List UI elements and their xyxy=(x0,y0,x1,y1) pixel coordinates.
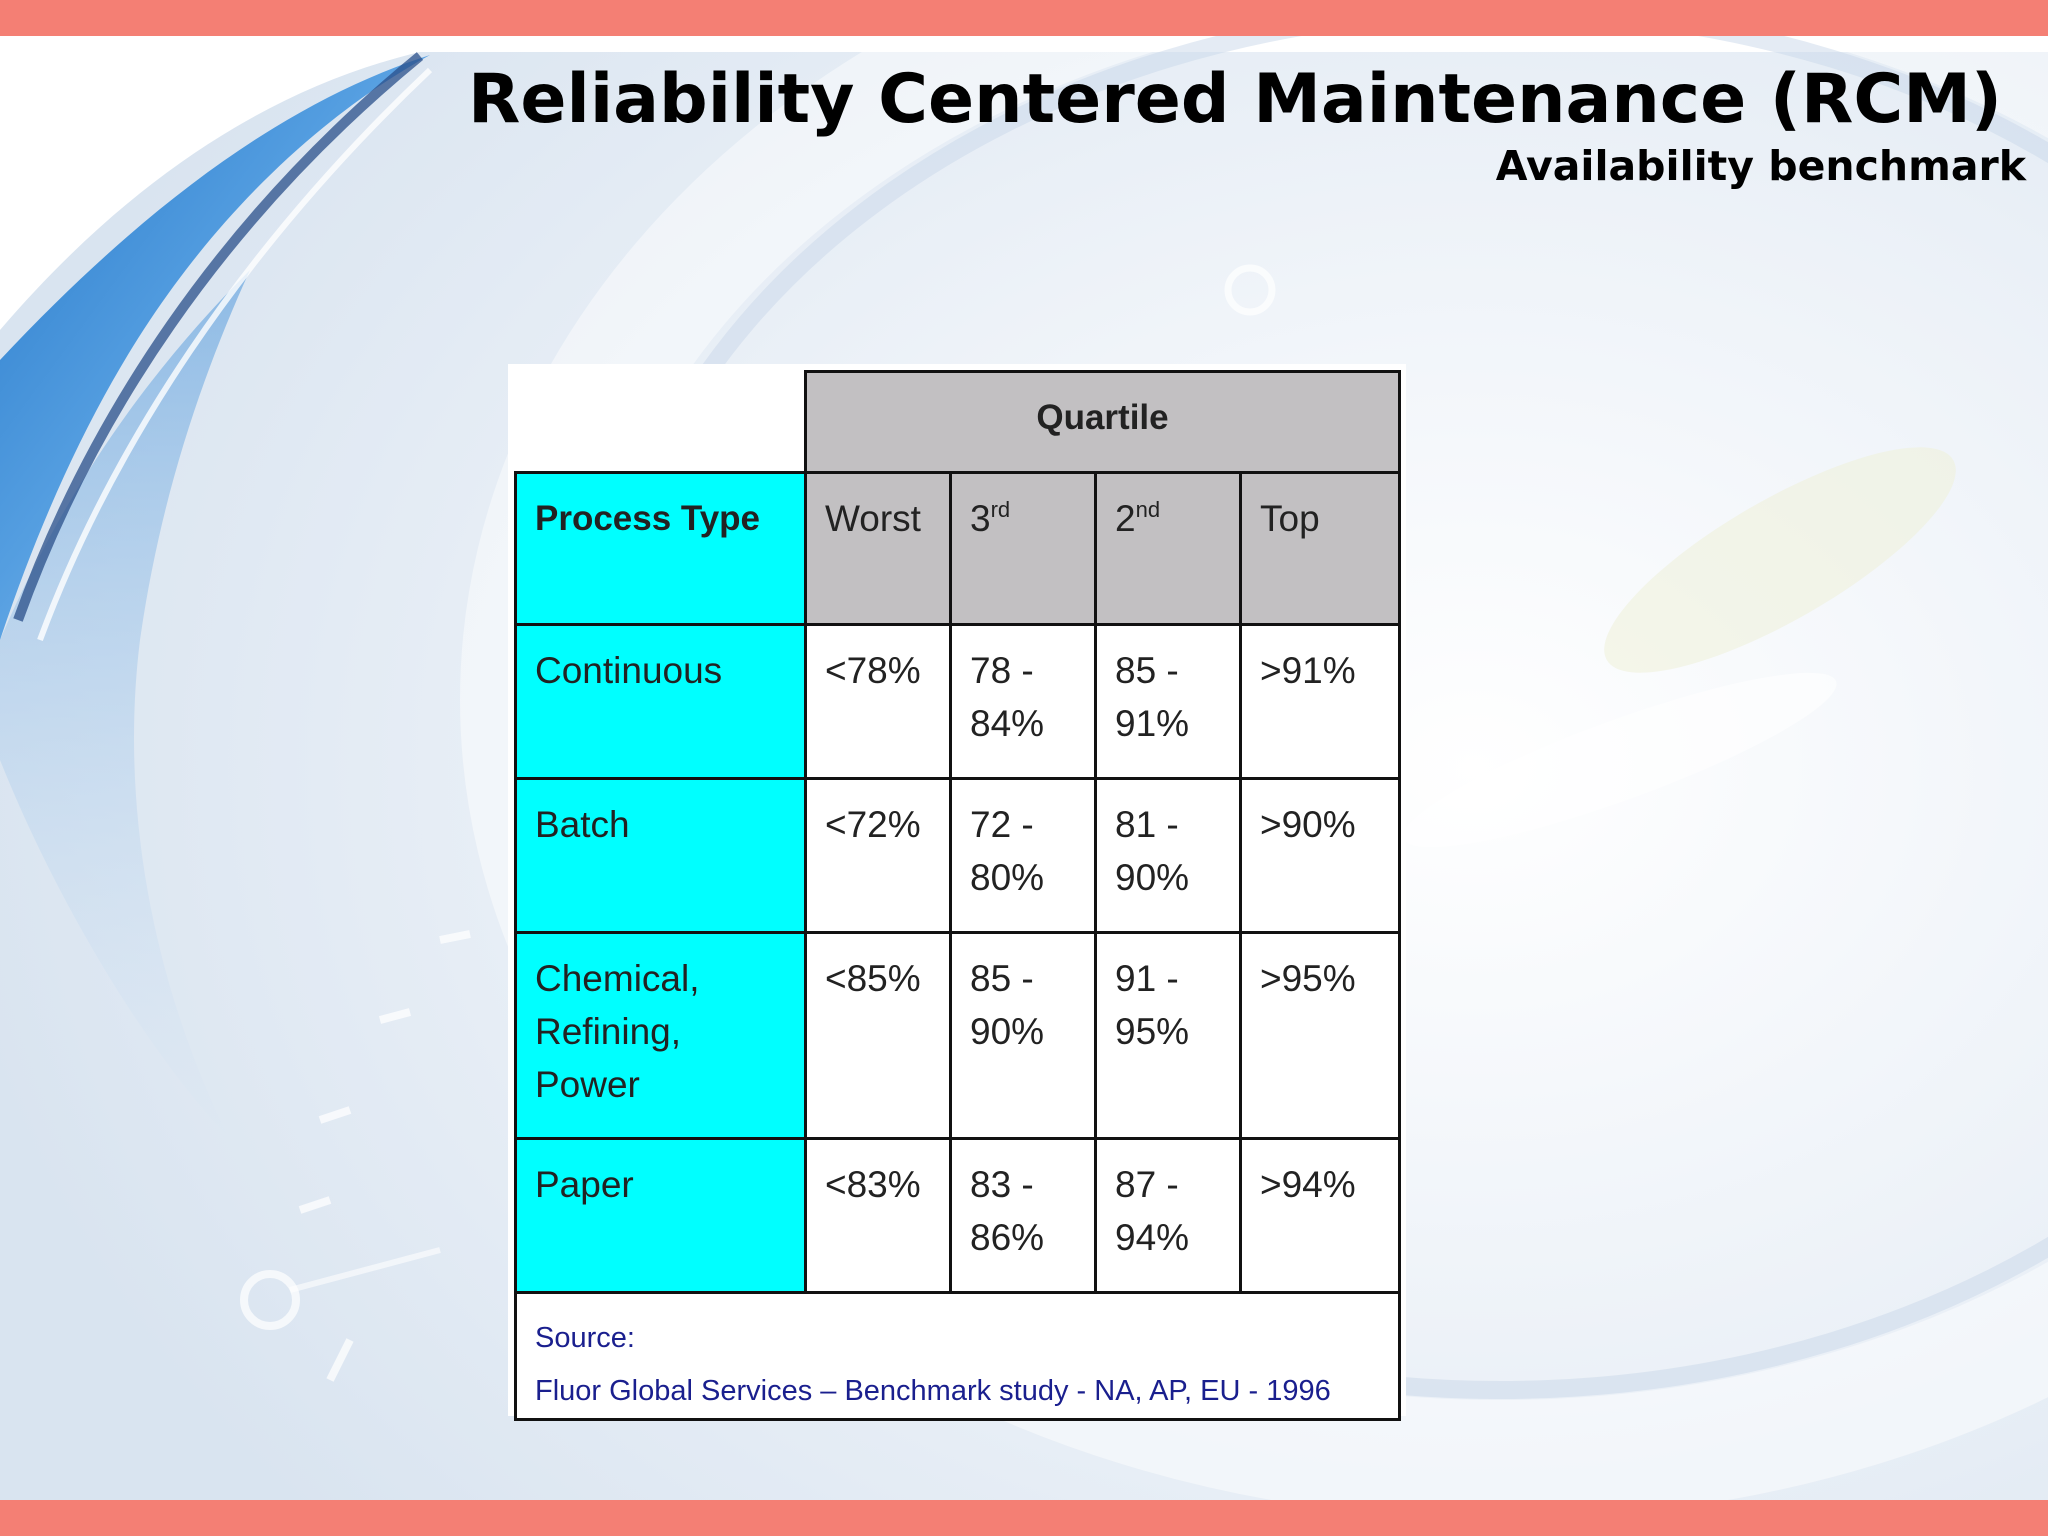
column-header-3rd-suffix: rd xyxy=(990,497,1011,522)
third-quartile-cell: 83 - 86% xyxy=(949,1137,1097,1294)
slide-subtitle: Availability benchmark xyxy=(1495,142,2026,190)
availability-benchmark-table: Quartile Process Type Worst 3rd 2nd Top … xyxy=(514,370,1401,1421)
table-corner-blank xyxy=(515,371,806,473)
column-header-top: Top xyxy=(1239,471,1401,626)
top-cell: >94% xyxy=(1239,1137,1401,1294)
column-header-3rd: 3rd xyxy=(949,471,1097,626)
second-quartile-cell: 85 - 91% xyxy=(1094,623,1242,780)
bottom-accent-bar xyxy=(0,1500,2048,1536)
process-type-cell: Chemical, Refining, Power xyxy=(514,931,807,1140)
table-source-row: Source: Fluor Global Services – Benchmar… xyxy=(514,1291,1401,1421)
table-group-header-row: Quartile xyxy=(515,370,1401,474)
top-cell: >91% xyxy=(1239,623,1401,780)
worst-cell: <78% xyxy=(804,623,952,780)
column-header-2nd: 2nd xyxy=(1094,471,1242,626)
third-quartile-cell: 85 - 90% xyxy=(949,931,1097,1140)
source-text: Fluor Global Services – Benchmark study … xyxy=(535,1375,1331,1407)
column-header-3rd-number: 3 xyxy=(970,498,991,539)
column-header-2nd-suffix: nd xyxy=(1135,497,1161,522)
top-cell: >90% xyxy=(1239,777,1401,934)
benchmark-table-panel: Quartile Process Type Worst 3rd 2nd Top … xyxy=(508,364,1406,1421)
column-header-worst: Worst xyxy=(804,471,952,626)
top-cell: >95% xyxy=(1239,931,1401,1140)
slide-title: Reliability Centered Maintenance (RCM) xyxy=(468,60,2002,139)
table-row: Continuous <78% 78 - 84% 85 - 91% >91% xyxy=(514,623,1401,780)
process-type-cell: Batch xyxy=(514,777,807,934)
worst-cell: <72% xyxy=(804,777,952,934)
quartile-group-header: Quartile xyxy=(804,370,1401,474)
worst-cell: <83% xyxy=(804,1137,952,1294)
worst-cell: <85% xyxy=(804,931,952,1140)
column-header-2nd-number: 2 xyxy=(1115,498,1136,539)
second-quartile-cell: 87 - 94% xyxy=(1094,1137,1242,1294)
process-type-cell: Continuous xyxy=(514,623,807,780)
table-row: Chemical, Refining, Power <85% 85 - 90% … xyxy=(514,931,1401,1140)
source-citation: Source: Fluor Global Services – Benchmar… xyxy=(514,1291,1401,1421)
second-quartile-cell: 81 - 90% xyxy=(1094,777,1242,934)
top-accent-bar xyxy=(0,0,2048,36)
process-type-cell: Paper xyxy=(514,1137,807,1294)
table-column-header-row: Process Type Worst 3rd 2nd Top xyxy=(514,471,1401,626)
second-quartile-cell: 91 - 95% xyxy=(1094,931,1242,1140)
source-label: Source: xyxy=(535,1322,635,1354)
third-quartile-cell: 72 - 80% xyxy=(949,777,1097,934)
third-quartile-cell: 78 - 84% xyxy=(949,623,1097,780)
process-type-header: Process Type xyxy=(514,471,807,626)
table-row: Batch <72% 72 - 80% 81 - 90% >90% xyxy=(514,777,1401,934)
table-row: Paper <83% 83 - 86% 87 - 94% >94% xyxy=(514,1137,1401,1294)
